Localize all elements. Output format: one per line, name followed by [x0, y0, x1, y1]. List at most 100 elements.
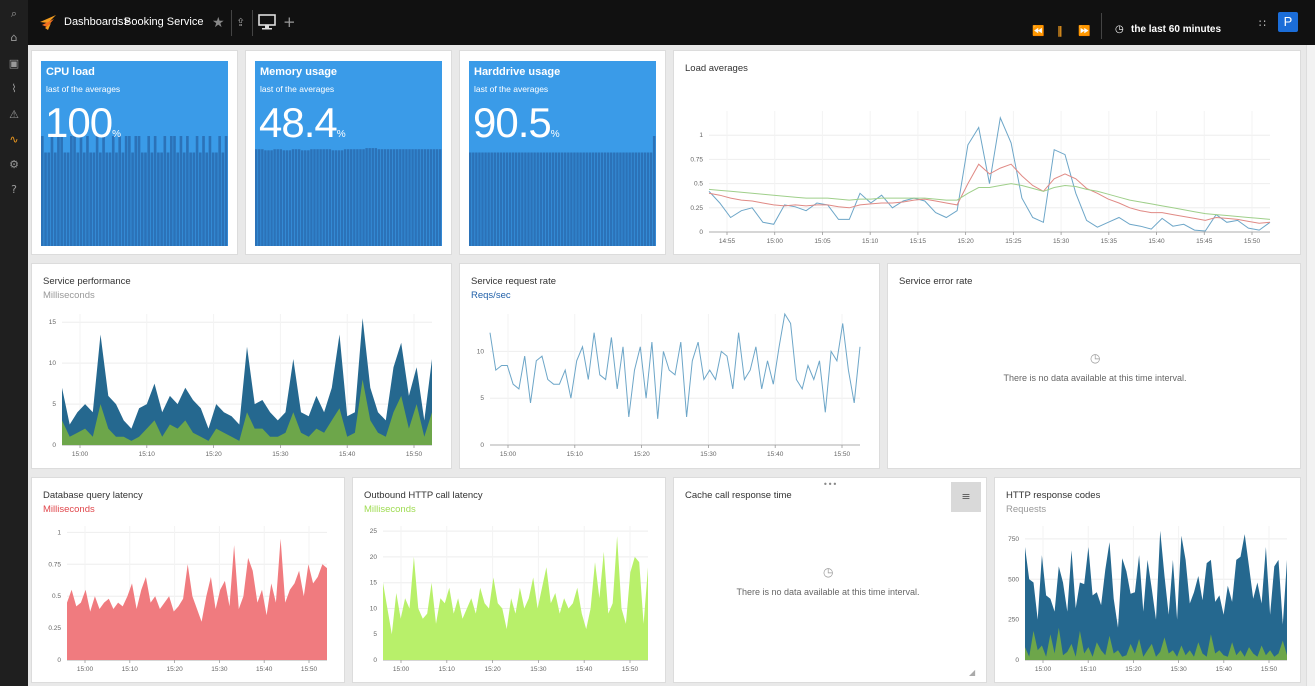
tile-bar [150, 152, 154, 246]
x-tick-label: 15:00 [72, 451, 89, 458]
panel-unit: Milliseconds [43, 290, 95, 301]
service-request-rate-chart[interactable]: 0 5 10 15:00 15:10 15:20 15:30 15:40 15:50 [460, 264, 881, 470]
panel-menu-icon[interactable]: ≡ [951, 482, 981, 512]
tile-bar [350, 149, 353, 246]
fast-forward-icon[interactable]: ⏩ [1078, 26, 1091, 37]
x-tick-label: 15:20 [205, 451, 222, 458]
tile-bar [160, 152, 163, 246]
x-tick-label: 15:00 [500, 451, 517, 458]
tile-bar [57, 136, 60, 246]
user-avatar[interactable]: P [1278, 12, 1298, 32]
y-tick-label: 0 [699, 229, 703, 236]
divider [252, 10, 253, 36]
tile-bar [319, 149, 322, 246]
cpu-load-tile[interactable]: CPU load last of the averages 100% [41, 61, 228, 246]
x-tick-label: 15:10 [1080, 666, 1097, 673]
tile-bar [261, 149, 264, 246]
tile-bar [189, 152, 192, 246]
y-tick-label: 250 [1008, 617, 1019, 624]
tile-bar [405, 149, 408, 246]
tile-bar [76, 152, 80, 246]
tile-bar [606, 152, 610, 246]
y-tick-label: 0 [52, 442, 56, 449]
left-sidebar: ⌕ ⌂ ▣ ⌇ ⚠ ∿ ⚙ ? [0, 0, 28, 686]
tile-bar [337, 150, 341, 246]
topology-icon[interactable]: ⌇ [11, 82, 17, 95]
tile-bar [487, 152, 490, 246]
settings-icon[interactable]: ⚙ [9, 158, 19, 171]
x-tick-label: 15:40 [339, 451, 356, 458]
tile-bar [438, 149, 442, 246]
series-area-0 [1025, 530, 1287, 660]
tile-bar [560, 152, 564, 246]
tile-bar [640, 152, 644, 246]
panel-title: Service error rate [899, 276, 973, 287]
alert-icon[interactable]: ⚠ [9, 108, 19, 121]
tile-bar [124, 136, 128, 246]
tile-bar [551, 152, 555, 246]
metrics-icon[interactable]: ∿ [9, 133, 19, 146]
apps-grid-icon[interactable]: ∷ [1259, 17, 1266, 30]
tile-bar [505, 152, 509, 246]
tile-bar [634, 152, 638, 246]
resize-handle-icon[interactable]: ◢ [969, 668, 976, 677]
x-tick-label: 15:20 [1125, 666, 1142, 673]
tile-bar [291, 149, 295, 246]
tile-bar [79, 136, 83, 246]
tile-bar [121, 152, 125, 246]
tile-bar [496, 152, 500, 246]
load-averages-panel: Load averages 0 0.25 0.5 0.75 1 14:55 15:00 15:… [673, 50, 1301, 255]
breadcrumb-dashboards[interactable]: Dashboards> [64, 16, 130, 28]
home-icon[interactable]: ⌂ [10, 31, 18, 44]
help-icon[interactable]: ? [11, 183, 17, 196]
solarwinds-logo-icon[interactable] [38, 13, 58, 31]
dashboard-icon[interactable]: ▣ [8, 57, 20, 70]
service-performance-chart[interactable]: 0 5 10 15 15:00 15:10 15:20 15:30 15:40 15:50 [32, 264, 453, 470]
tile-bar [182, 152, 186, 246]
drag-handle-icon[interactable]: ••• [823, 480, 838, 489]
monitor-icon[interactable] [258, 14, 276, 30]
y-tick-label: 0 [373, 657, 377, 664]
load-averages-chart[interactable]: 0 0.25 0.5 0.75 1 14:55 15:00 15:05 15:10 15:15 15… [674, 51, 1302, 256]
outbound-http-latency-chart[interactable]: 0 5 10 15 20 25 15:00 15:10 15:20 15:30 15:40 15:50 [353, 478, 667, 684]
tile-bar [432, 149, 436, 246]
tile-subtitle: last of the averages [260, 84, 335, 94]
top-bar: Dashboards> Booking Service ★ ⇪ + ⏪ ‖ ⏩ … [28, 0, 1315, 45]
search-icon[interactable]: ⌕ [10, 7, 18, 20]
tile-bar [44, 152, 47, 246]
database-query-latency-chart[interactable]: 0 0.25 0.5 0.75 1 15:00 15:10 15:20 15:30 15:40 15… [32, 478, 346, 684]
add-icon[interactable]: + [283, 13, 296, 31]
x-tick-label: 15:20 [633, 451, 650, 458]
rewind-icon[interactable]: ⏪ [1032, 26, 1045, 37]
pause-icon[interactable]: ‖ [1057, 24, 1063, 37]
x-tick-label: 15:00 [77, 666, 94, 673]
y-tick-label: 10 [477, 348, 485, 355]
tile-bar [41, 136, 44, 246]
tile-bar [411, 149, 414, 246]
clock-icon: ◷ [1090, 351, 1101, 365]
tile-bar [202, 136, 205, 246]
x-tick-label: 15:30 [272, 451, 289, 458]
y-tick-label: 1 [57, 529, 61, 536]
star-icon[interactable]: ★ [212, 15, 225, 31]
http-response-codes-chart[interactable]: 0 250 500 750 15:00 15:10 15:20 15:30 15:40 15:50 [995, 478, 1302, 684]
tile-bar [576, 152, 579, 246]
tile-bar [95, 136, 99, 246]
scrollbar[interactable] [1306, 45, 1315, 686]
tile-bar [588, 152, 592, 246]
outbound-http-latency-panel: Outbound HTTP call latency Milliseconds … [352, 477, 666, 683]
panel-title: Cache call response time [685, 490, 792, 501]
y-tick-label: 5 [52, 401, 56, 408]
tile-bar [195, 136, 199, 246]
service-performance-panel: Service performance Milliseconds 0 5 10 15 1… [31, 263, 452, 469]
database-query-latency-panel: Database query latency Milliseconds 0 0.2… [31, 477, 345, 683]
share-icon[interactable]: ⇪ [236, 16, 246, 29]
harddrive-usage-tile[interactable]: Harddrive usage last of the averages 90.… [469, 61, 656, 246]
tile-bar [579, 152, 582, 246]
time-range-selector[interactable]: the last 60 minutes [1131, 24, 1222, 35]
tile-bar [356, 149, 359, 246]
tile-bar [153, 136, 157, 246]
memory-usage-tile[interactable]: Memory usage last of the averages 48.4% [255, 61, 442, 246]
series-area-0 [67, 538, 327, 660]
tile-bar [353, 149, 356, 246]
